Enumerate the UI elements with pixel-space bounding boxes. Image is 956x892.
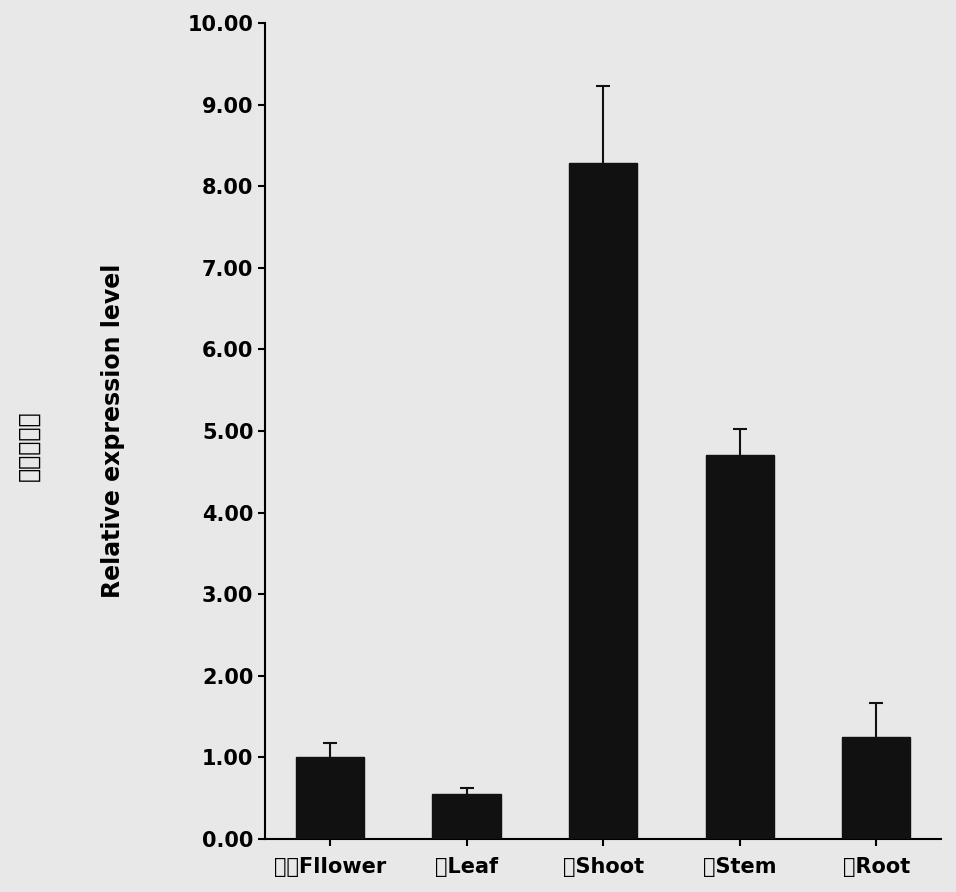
Bar bbox=[432, 794, 501, 839]
Bar bbox=[569, 163, 638, 839]
Bar bbox=[842, 737, 910, 839]
Bar bbox=[706, 456, 773, 839]
Text: 相对表达量: 相对表达量 bbox=[16, 410, 41, 482]
Y-axis label: Relative expression level: Relative expression level bbox=[101, 264, 125, 599]
Bar bbox=[296, 757, 364, 839]
